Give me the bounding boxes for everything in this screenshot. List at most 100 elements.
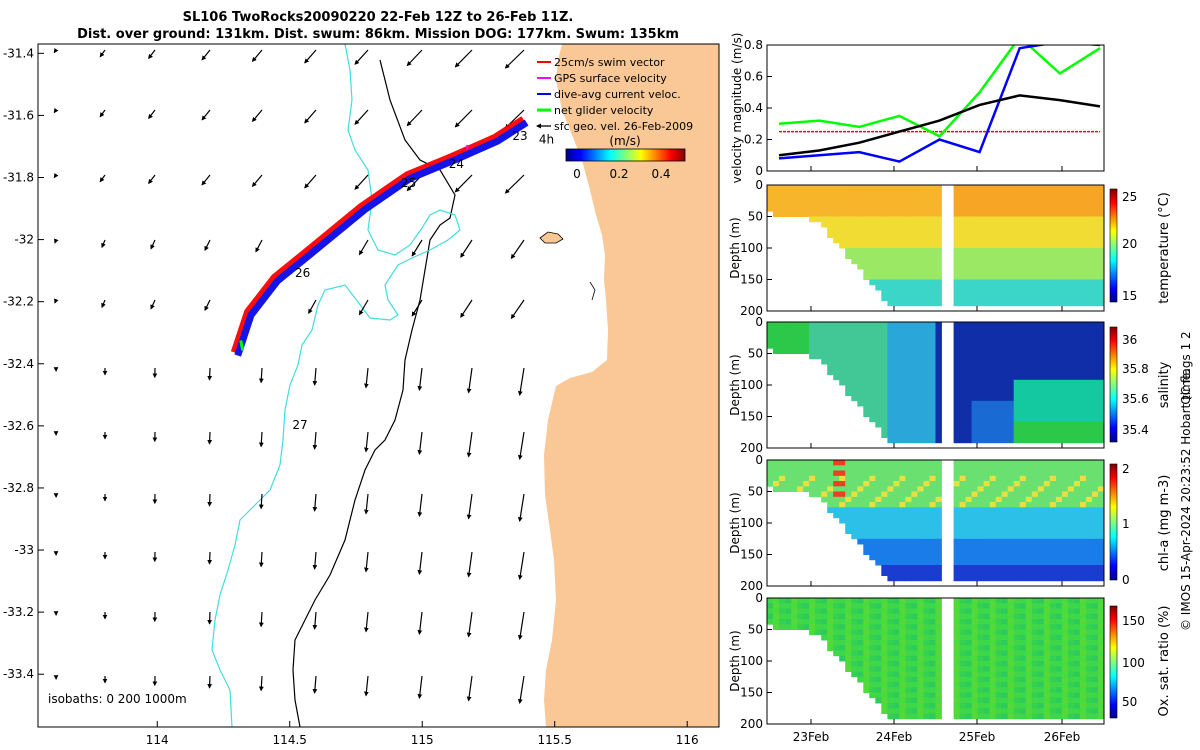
map-title-line2: Dist. over ground: 131km. Dist. swum: 86… xyxy=(77,27,679,42)
section-cell xyxy=(929,624,936,630)
section-cell xyxy=(935,416,942,423)
section-cell xyxy=(791,481,798,487)
section-cell xyxy=(935,353,942,360)
section-cell xyxy=(989,322,997,328)
section-cell xyxy=(857,200,864,207)
section-cell xyxy=(863,528,870,534)
section-cell xyxy=(1061,242,1069,249)
section-cell xyxy=(965,650,972,657)
section-cell xyxy=(935,300,942,307)
section-cell xyxy=(1055,697,1063,704)
section-cell xyxy=(1043,274,1051,280)
section-cell xyxy=(1013,395,1021,402)
section-cell xyxy=(845,650,852,657)
section-cell xyxy=(989,528,997,534)
section-cell xyxy=(1007,554,1015,561)
section-cell xyxy=(1049,185,1057,191)
section-cell xyxy=(1061,332,1069,339)
section-cell xyxy=(839,379,846,386)
section-cell xyxy=(1037,353,1045,360)
section-cell xyxy=(1092,460,1099,466)
section-cell xyxy=(1067,523,1075,529)
section-cell xyxy=(1007,327,1015,333)
section-cell xyxy=(887,554,894,561)
section-cell xyxy=(887,559,894,566)
section-cell xyxy=(1019,671,1027,678)
section-cell xyxy=(1055,332,1063,339)
section-cell xyxy=(1025,640,1033,646)
section-cell xyxy=(911,666,918,672)
section-cell xyxy=(1043,565,1051,571)
section-cell xyxy=(1073,517,1081,524)
section-cell xyxy=(953,502,960,508)
section-cell xyxy=(1049,206,1057,212)
section-cell xyxy=(1007,211,1015,217)
section-cell xyxy=(905,358,912,365)
temperature-cb-tick-1: 20 xyxy=(1122,237,1137,251)
section-cell xyxy=(863,400,870,407)
section-cell xyxy=(821,624,828,630)
section-cell xyxy=(929,507,936,513)
section-cell xyxy=(839,470,846,477)
section-cell xyxy=(899,406,906,412)
section-cell xyxy=(869,353,876,360)
surface-velocity-arrow xyxy=(417,431,423,455)
section-cell xyxy=(1001,475,1009,482)
section-cell xyxy=(863,666,870,672)
section-cell xyxy=(929,300,936,307)
section-cell xyxy=(935,475,942,482)
section-cell xyxy=(917,290,924,296)
section-cell xyxy=(809,353,816,360)
section-cell xyxy=(869,676,876,683)
section-cell xyxy=(989,575,997,582)
section-cell xyxy=(911,295,918,301)
section-cell xyxy=(869,460,876,466)
section-cell xyxy=(905,481,912,487)
section-cell xyxy=(953,475,960,482)
section-cell xyxy=(995,708,1003,714)
section-cell xyxy=(923,512,930,519)
section-cell xyxy=(1061,385,1069,391)
isobaths-label: isobaths: 0 200 1000m xyxy=(48,692,187,706)
section-cell xyxy=(959,332,966,339)
section-cell xyxy=(857,216,864,223)
section-cell xyxy=(911,290,918,296)
section-cell xyxy=(1073,598,1081,604)
section-cell xyxy=(935,348,942,354)
section-cell xyxy=(1061,411,1069,417)
section-cell xyxy=(935,263,942,270)
section-cell xyxy=(1007,284,1015,291)
section-cell xyxy=(839,332,846,339)
section-cell xyxy=(959,206,966,212)
section-cell xyxy=(845,496,852,503)
section-cell xyxy=(1025,390,1033,396)
section-cell xyxy=(1061,327,1069,333)
section-cell xyxy=(1067,369,1075,375)
section-cell xyxy=(1079,549,1087,555)
section-cell xyxy=(1061,437,1069,444)
section-cell xyxy=(1043,655,1051,662)
section-cell xyxy=(863,322,870,328)
section-cell xyxy=(1037,703,1045,709)
depth-tick-label: 200 xyxy=(740,304,763,318)
section-cell xyxy=(1073,242,1081,249)
section-cell xyxy=(803,486,810,492)
section-cell xyxy=(1031,263,1039,270)
section-cell xyxy=(857,640,864,646)
section-cell xyxy=(833,512,840,519)
section-cell xyxy=(833,608,840,615)
section-cell xyxy=(983,206,990,212)
section-cell xyxy=(1043,475,1051,482)
section-cell xyxy=(1079,185,1087,191)
section-cell xyxy=(851,634,858,641)
section-cell xyxy=(881,322,888,328)
section-cell xyxy=(821,190,828,196)
section-cell xyxy=(893,703,900,709)
section-cell xyxy=(1049,565,1057,571)
section-cell xyxy=(899,640,906,646)
section-cell xyxy=(1055,481,1063,487)
section-cell xyxy=(971,687,978,693)
section-cell xyxy=(827,507,834,513)
section-cell xyxy=(899,523,906,529)
section-cell xyxy=(893,682,900,688)
